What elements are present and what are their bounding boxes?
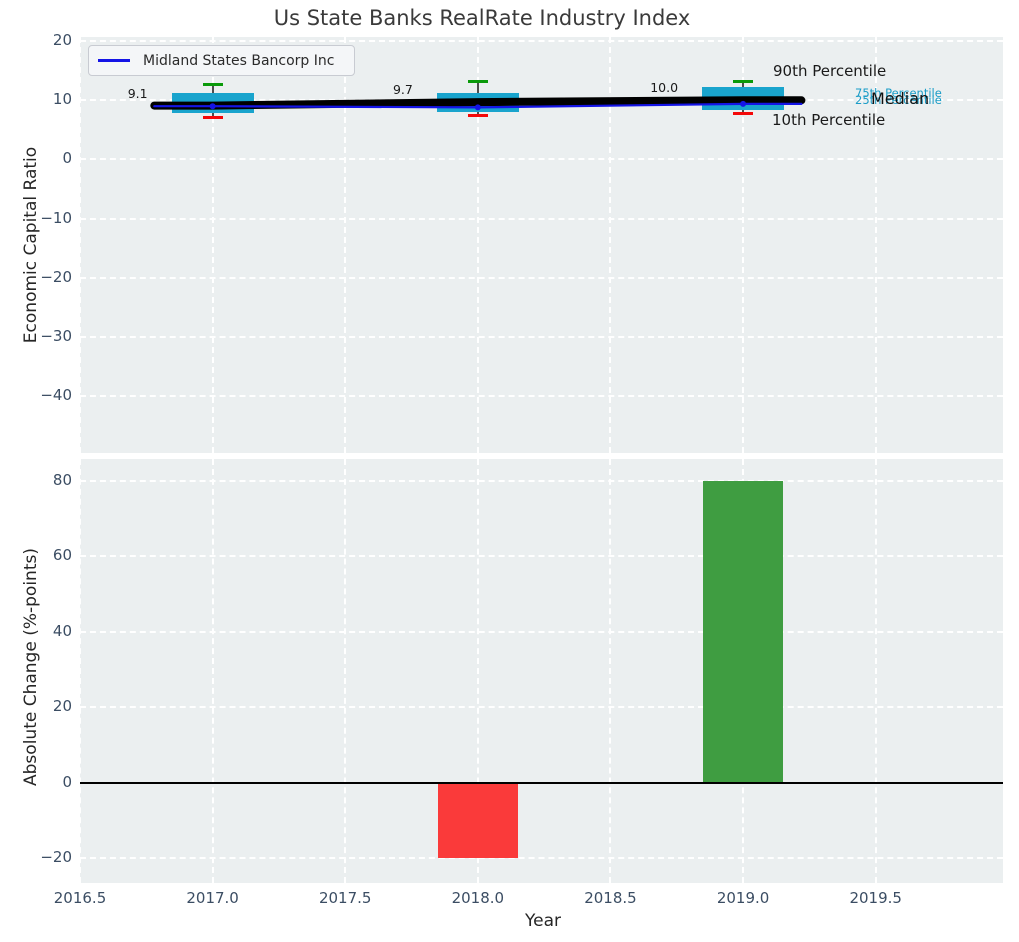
top-y-tick-label: −20 (40, 267, 72, 286)
company-marker (474, 104, 481, 111)
top-axes: 9.1 9.7 10.0 (79, 37, 1003, 453)
company-marker (209, 103, 216, 110)
zero-line (80, 781, 1003, 784)
x-tick-label: 2017.5 (318, 889, 372, 907)
gridline-x (211, 37, 214, 453)
top-y-tick-label: −30 (40, 327, 72, 346)
gridline-y (80, 158, 1003, 161)
gridline-x (874, 37, 877, 453)
x-tick-label: 2018.0 (451, 889, 505, 907)
bottom-y-tick-label: 80 (52, 470, 72, 489)
top-y-tick-label: −40 (40, 386, 72, 405)
bottom-axes (79, 459, 1003, 883)
legend-label: Midland States Bancorp Inc (143, 52, 335, 69)
chart-title: Us State Banks RealRate Industry Index (273, 6, 691, 30)
x-tick-label: 2019.5 (849, 889, 902, 907)
gridline-x (476, 37, 479, 453)
gridline-x (609, 459, 612, 883)
bar-negative (438, 782, 518, 859)
top-y-tick-label: −10 (40, 208, 72, 227)
label-90th-percentile: 90th Percentile (773, 62, 887, 80)
gridline-y (80, 40, 1003, 43)
whisker-cap-top (202, 83, 223, 87)
gridline-x (476, 459, 479, 883)
legend: Midland States Bancorp Inc (88, 45, 355, 76)
whisker-cap-bottom (467, 113, 488, 117)
company-marker (740, 100, 747, 107)
whisker-cap-bottom (202, 115, 223, 119)
x-tick-label: 2018.5 (584, 889, 637, 907)
bottom-y-tick-label: 60 (52, 546, 72, 565)
median-annotation: 9.1 (127, 85, 148, 101)
top-y-tick-label: 0 (62, 149, 72, 168)
gridline-y (80, 706, 1003, 709)
whisker-cap-bottom (733, 111, 754, 115)
x-axis-label: Year (525, 911, 561, 931)
label-75th-percentile: 75th Percentile (855, 86, 942, 100)
top-y-tick-label: 10 (52, 90, 72, 109)
trend-lines (150, 96, 806, 111)
gridline-x (344, 459, 347, 883)
gridline-y (80, 479, 1003, 482)
gridline-x (742, 37, 745, 453)
gridline-x (79, 459, 81, 883)
gridline-y (80, 555, 1003, 558)
whisker-cap-top (467, 79, 488, 83)
bottom-y-tick-label: −20 (40, 848, 72, 867)
median-annotation: 10.0 (650, 80, 679, 96)
label-10th-percentile: 10th Percentile (772, 111, 886, 129)
x-tick-label: 2019.0 (716, 889, 770, 907)
median-annotation: 9.7 (392, 82, 413, 98)
top-y-tick-label: 20 (52, 31, 72, 50)
legend-line-sample (98, 59, 130, 62)
gridline-y (80, 395, 1003, 398)
bottom-y-tick-label: 0 (62, 772, 72, 791)
bottom-y-tick-label: 20 (52, 697, 72, 716)
bottom-y-tick-label: 40 (52, 621, 72, 640)
whisker-cap-top (733, 79, 754, 83)
bar-positive (703, 480, 783, 783)
gridline-x (874, 459, 877, 883)
gridline-x (211, 459, 214, 883)
gridline-x (344, 37, 347, 453)
gridline-y (80, 276, 1003, 279)
x-tick-label: 2017.0 (186, 889, 239, 907)
gridline-x (79, 37, 81, 453)
x-tick-label: 2016.5 (53, 889, 107, 907)
label-median: Median (871, 89, 930, 108)
top-y-axis-label: Economic Capital Ratio (21, 146, 41, 344)
gridline-y (80, 857, 1003, 860)
gridline-x (609, 37, 612, 453)
label-25th-percentile: 25th Percentile (855, 93, 942, 107)
gridline-y (80, 336, 1003, 339)
gridline-y (80, 630, 1003, 633)
gridline-y (80, 217, 1003, 220)
